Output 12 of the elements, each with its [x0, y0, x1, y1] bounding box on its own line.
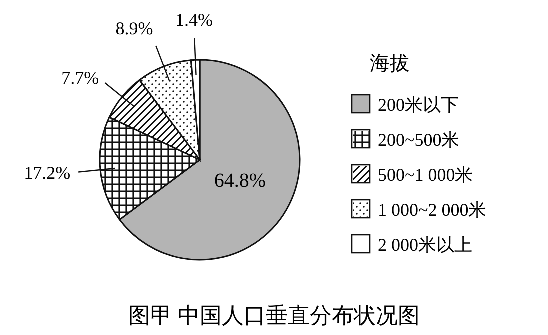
- data-label: 17.2%: [24, 163, 71, 184]
- legend-label: 200米以下: [378, 95, 459, 115]
- data-label: 64.8%: [214, 170, 266, 192]
- text: 图甲 中国人口垂直分布状况图: [128, 303, 420, 328]
- legend-label: 2 000米以上: [378, 235, 472, 255]
- legend-label: 500~1 000米: [378, 165, 474, 185]
- data-label: 8.9%: [116, 18, 154, 39]
- legend-label: 1 000~2 000米: [378, 200, 487, 220]
- data-label: 7.7%: [62, 68, 100, 88]
- data-label: 1.4%: [176, 10, 214, 30]
- legend-title: 海拔: [370, 53, 410, 75]
- legend-label: 200~500米: [378, 130, 460, 150]
